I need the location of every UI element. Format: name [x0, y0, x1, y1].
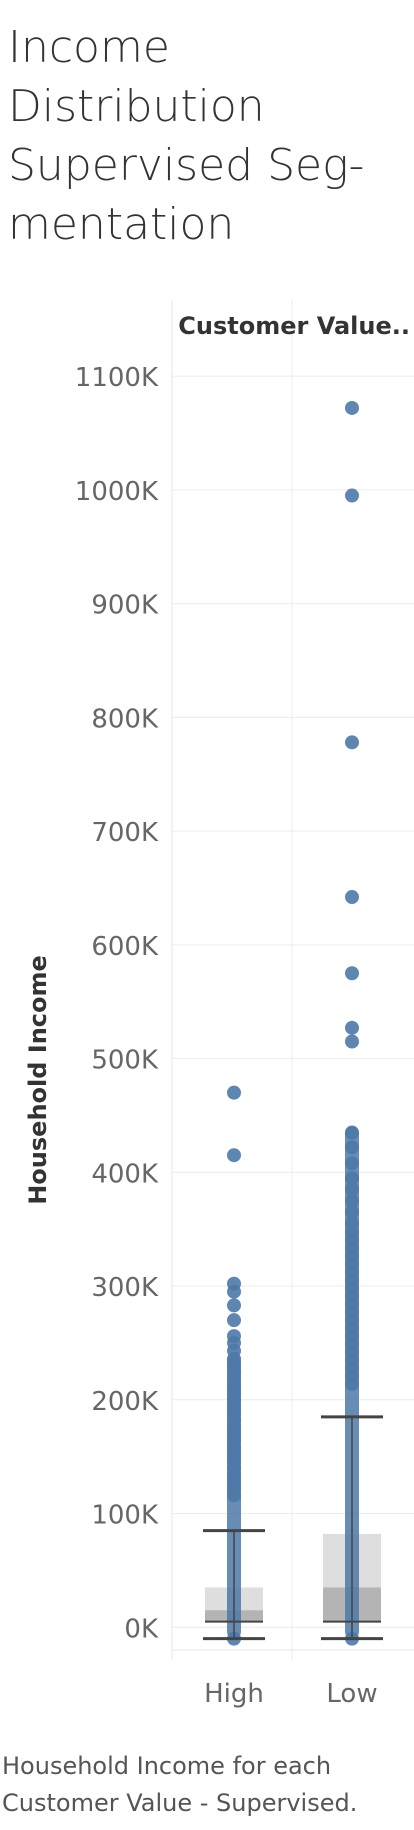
y-tick-label: 1100K: [75, 363, 159, 393]
y-tick-label: 0K: [124, 1614, 159, 1644]
x-tick-label: High: [204, 1679, 264, 1709]
data-point: [345, 1205, 359, 1220]
title-line: mentation: [8, 199, 235, 250]
y-axis-label: Household Income: [24, 955, 52, 1205]
y-tick-label: 900K: [91, 591, 159, 621]
chart-caption: Household Income for each Customer Value…: [2, 1748, 412, 1822]
data-point: [227, 1298, 241, 1313]
data-points: [227, 400, 359, 1646]
data-point: [345, 400, 359, 415]
y-tick-label: 800K: [91, 704, 159, 734]
y-tick-label: 500K: [91, 1046, 159, 1076]
data-point: [345, 1140, 359, 1155]
column-header: Customer Value..: [178, 312, 410, 340]
data-point: [345, 735, 359, 750]
data-point: [345, 1020, 359, 1035]
caption-line: Customer Value - Supervised.: [2, 1789, 358, 1817]
data-point: [345, 966, 359, 981]
y-tick-label: 1000K: [75, 477, 159, 507]
data-point: [227, 1488, 241, 1503]
data-point: [345, 1193, 359, 1208]
data-point: [345, 1182, 359, 1197]
data-point: [345, 1034, 359, 1049]
x-axis-ticks: High Low: [204, 1679, 377, 1709]
title-line: Supervised Seg-: [8, 140, 365, 191]
data-point: [345, 1125, 359, 1140]
title-line: Distribution: [8, 81, 265, 132]
data-point: [345, 488, 359, 503]
y-tick-label: 700K: [91, 818, 159, 848]
y-tick-label: 300K: [91, 1273, 159, 1303]
data-point: [227, 1313, 241, 1328]
x-tick-label: Low: [326, 1679, 377, 1709]
chart-frame: [171, 300, 414, 1660]
y-tick-label: 600K: [91, 932, 159, 962]
caption-line: Household Income for each: [2, 1752, 332, 1780]
data-point: [345, 890, 359, 905]
gridlines: [172, 375, 414, 1628]
whiskers: [203, 1415, 383, 1641]
title-line: Income: [8, 22, 170, 73]
data-point: [227, 1148, 241, 1163]
y-tick-label: 200K: [91, 1387, 159, 1417]
data-point: [345, 1170, 359, 1185]
y-tick-label: 400K: [91, 1159, 159, 1189]
y-axis-ticks: 0K 100K 200K 300K 400K 500K 600K 700K 800K 900K 10…: [75, 363, 159, 1644]
y-tick-label: 100K: [91, 1501, 159, 1531]
data-point: [345, 1376, 359, 1391]
page-title: Income Distribution Supervised Seg- ment…: [8, 18, 408, 254]
data-point: [345, 1156, 359, 1171]
data-point: [227, 1085, 241, 1100]
box-plot-chart: 0K 100K 200K 300K 400K 500K 600K 700K 800K 900K 10…: [24, 300, 414, 1709]
data-point: [227, 1284, 241, 1299]
